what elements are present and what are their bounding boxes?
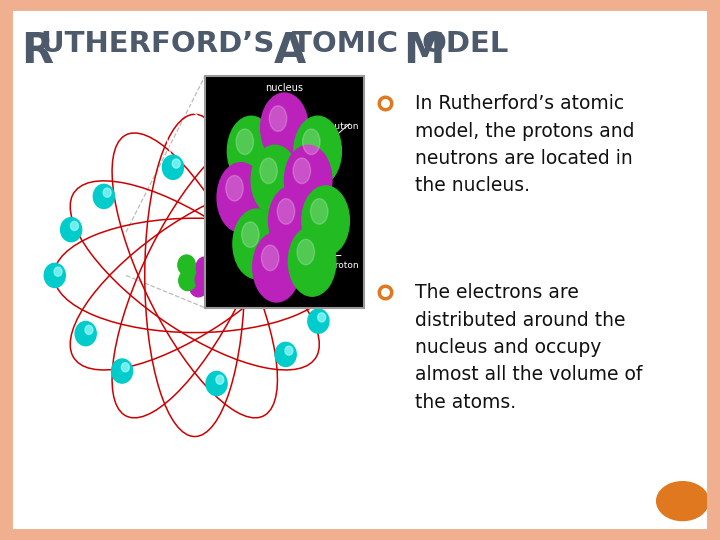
- Circle shape: [242, 222, 259, 247]
- Text: TOMIC: TOMIC: [292, 30, 408, 58]
- Circle shape: [94, 184, 114, 208]
- Circle shape: [44, 264, 66, 287]
- Circle shape: [308, 309, 329, 333]
- Circle shape: [236, 129, 253, 154]
- Circle shape: [266, 171, 275, 180]
- Text: R: R: [22, 30, 54, 72]
- Circle shape: [75, 321, 96, 346]
- Circle shape: [233, 209, 280, 279]
- Text: ©1998 Encyclopaedia Britannica, Inc.: ©1998 Encyclopaedia Britannica, Inc.: [219, 468, 352, 475]
- Circle shape: [196, 257, 214, 277]
- Circle shape: [324, 264, 346, 287]
- Text: A: A: [274, 30, 306, 72]
- Text: The electrons are
distributed around the
nucleus and occupy
almost all the volum: The electrons are distributed around the…: [415, 284, 643, 411]
- Circle shape: [269, 186, 316, 255]
- Text: UTHERFORD’S: UTHERFORD’S: [41, 30, 284, 58]
- Circle shape: [179, 271, 197, 291]
- Circle shape: [302, 186, 349, 255]
- Circle shape: [178, 255, 195, 275]
- Circle shape: [303, 209, 311, 218]
- Text: electrons: electrons: [134, 87, 183, 97]
- Circle shape: [284, 145, 332, 215]
- Circle shape: [260, 158, 277, 184]
- Circle shape: [103, 188, 111, 197]
- Circle shape: [216, 375, 224, 384]
- Circle shape: [186, 266, 204, 285]
- Circle shape: [277, 199, 294, 224]
- Circle shape: [297, 239, 315, 265]
- Circle shape: [163, 155, 184, 179]
- Circle shape: [121, 363, 130, 372]
- Circle shape: [112, 359, 132, 383]
- Circle shape: [293, 205, 315, 229]
- Circle shape: [54, 267, 62, 276]
- Circle shape: [172, 159, 180, 168]
- Circle shape: [257, 168, 278, 192]
- Circle shape: [217, 163, 265, 232]
- Circle shape: [60, 218, 81, 242]
- Circle shape: [85, 325, 93, 334]
- Circle shape: [189, 277, 207, 297]
- Circle shape: [206, 372, 227, 396]
- Circle shape: [310, 199, 328, 224]
- Circle shape: [253, 232, 300, 302]
- Circle shape: [251, 145, 299, 215]
- Circle shape: [294, 116, 341, 186]
- Circle shape: [285, 346, 293, 355]
- Circle shape: [293, 158, 310, 184]
- Circle shape: [228, 116, 275, 186]
- Text: neutron: neutron: [323, 122, 359, 131]
- Circle shape: [334, 267, 342, 276]
- Circle shape: [302, 129, 320, 154]
- Text: ODEL: ODEL: [421, 30, 508, 58]
- Text: nucleus: nucleus: [266, 83, 303, 92]
- Circle shape: [275, 342, 296, 367]
- Circle shape: [261, 93, 308, 163]
- Text: proton: proton: [329, 261, 359, 271]
- Circle shape: [261, 245, 279, 271]
- Circle shape: [318, 313, 325, 322]
- Circle shape: [657, 482, 708, 521]
- FancyBboxPatch shape: [205, 76, 364, 308]
- Circle shape: [269, 106, 287, 131]
- Circle shape: [226, 176, 243, 201]
- Circle shape: [71, 221, 78, 231]
- Text: In Rutherford’s atomic
model, the protons and
neutrons are located in
the nucleu: In Rutherford’s atomic model, the proton…: [415, 94, 635, 195]
- Text: M: M: [403, 30, 445, 72]
- Circle shape: [195, 269, 212, 289]
- Circle shape: [288, 226, 336, 296]
